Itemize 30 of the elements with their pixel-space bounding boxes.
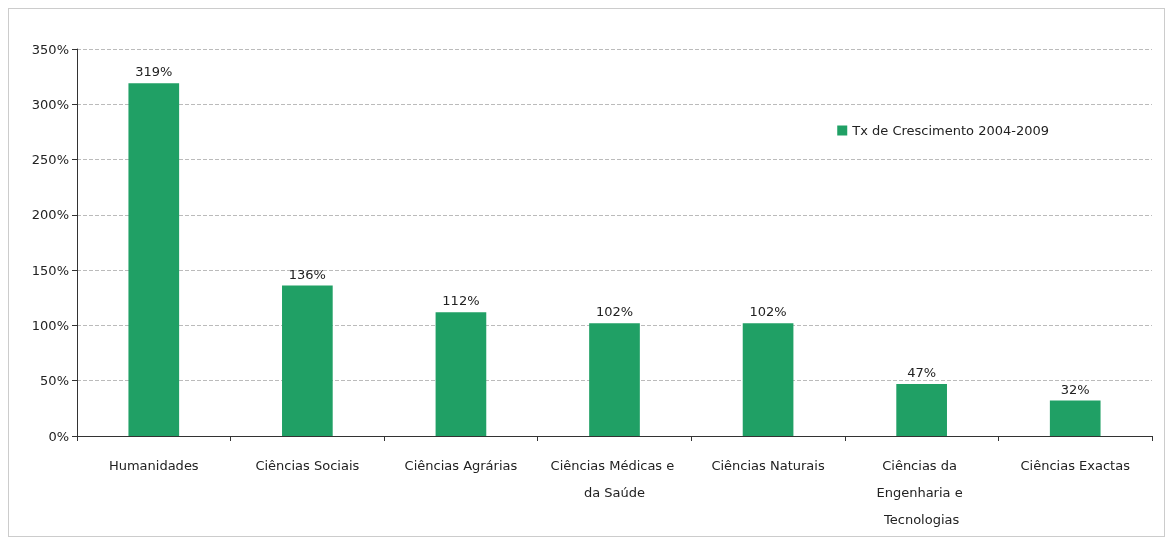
y-tick-label: 350% xyxy=(31,41,69,57)
x-tick-label: Humanidades xyxy=(108,458,199,473)
y-tick-label: 0% xyxy=(48,428,69,444)
y-tick-label: 250% xyxy=(31,152,69,168)
x-tick-label: Ciências Médicas e da Saúde xyxy=(550,458,679,500)
y-tick-label: 50% xyxy=(40,373,69,389)
x-tick-label: Ciências Exactas xyxy=(1020,458,1131,473)
data-label: 47% xyxy=(907,365,937,381)
legend-label: Tx de Crescimento 2004-2009 xyxy=(851,123,1050,138)
data-label: 32% xyxy=(1060,381,1090,397)
bar xyxy=(1049,400,1101,436)
x-tick-label: Ciências Naturais xyxy=(711,458,825,473)
x-tick-label: Ciências da Engenharia e Tecnologias xyxy=(876,458,967,527)
bar xyxy=(435,312,487,436)
bar xyxy=(128,83,180,436)
bar xyxy=(282,285,333,436)
bar xyxy=(742,323,794,436)
x-tick-label: Ciências Sociais xyxy=(255,458,360,473)
data-label: 112% xyxy=(442,293,480,309)
data-label: 319% xyxy=(135,64,173,80)
y-tick-label: 300% xyxy=(31,96,69,112)
data-label: 136% xyxy=(288,266,326,282)
data-label: 102% xyxy=(749,304,787,320)
data-label: 102% xyxy=(595,304,634,320)
y-tick-label: 100% xyxy=(31,317,69,333)
bar xyxy=(589,323,640,436)
x-tick-label: Ciências Agrárias xyxy=(404,458,518,473)
y-tick-label: 150% xyxy=(31,262,69,278)
y-tick-label: 200% xyxy=(31,207,69,223)
bar xyxy=(896,384,947,436)
